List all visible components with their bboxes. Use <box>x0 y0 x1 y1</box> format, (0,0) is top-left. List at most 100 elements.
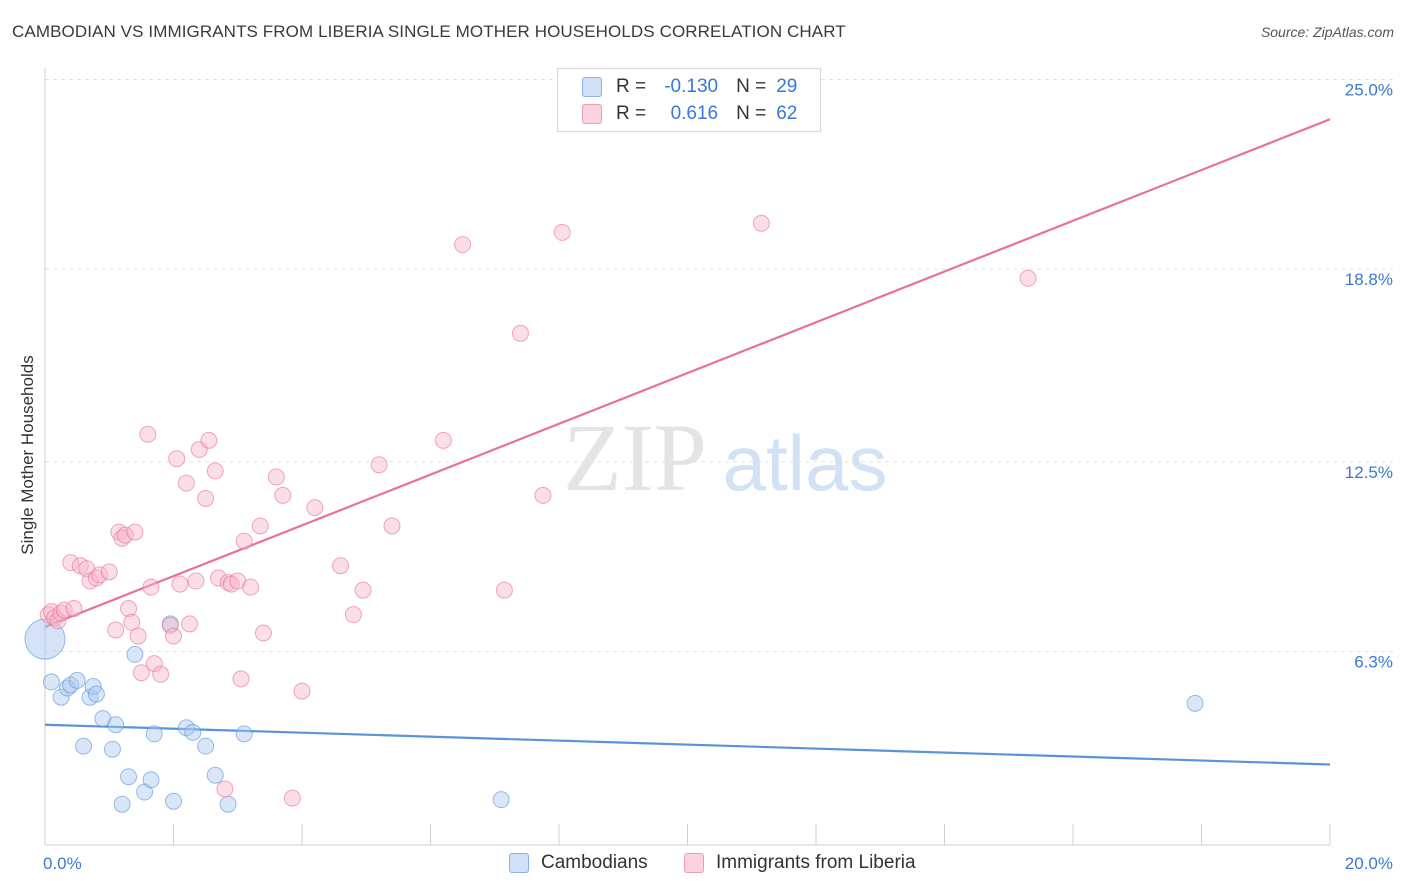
point-liberia-49 <box>274 486 292 504</box>
series-legend-cambodians: Cambodians <box>509 852 648 874</box>
point-liberia-18 <box>120 600 138 618</box>
point-liberia-36 <box>200 431 218 449</box>
x-tick-labels: 0.0% 20.0% <box>43 854 1393 873</box>
point-cambodians-13 <box>113 795 131 813</box>
gridlines <box>45 79 1393 652</box>
point-cambodians-18 <box>145 725 163 743</box>
point-liberia-47 <box>254 624 272 642</box>
point-liberia-19 <box>123 613 141 631</box>
source-label: Source: ZipAtlas.com <box>1260 24 1394 40</box>
legend-r-value: -0.130 <box>664 76 719 97</box>
y-tick-label-2: 18.8% <box>1345 270 1393 289</box>
point-liberia-46 <box>251 517 269 535</box>
point-cambodians-20 <box>165 792 182 810</box>
legend-n-value: 62 <box>776 103 798 124</box>
legend-swatch-cambodians <box>582 77 602 97</box>
series-label-liberia: Immigrants from Liberia <box>716 852 916 873</box>
watermark-zip: ZIP <box>563 404 707 511</box>
legend-r-label: R = <box>616 103 647 124</box>
series-legend-liberia: Immigrants from Liberia <box>684 852 916 874</box>
point-liberia-50 <box>283 789 301 807</box>
point-liberia-56 <box>370 456 388 474</box>
point-liberia-26 <box>152 665 170 683</box>
point-liberia-54 <box>344 606 362 624</box>
trend-line-cambodians <box>44 723 1331 766</box>
point-liberia-65 <box>1019 269 1037 287</box>
point-liberia-51 <box>293 682 311 700</box>
point-cambodians-1 <box>42 673 60 691</box>
point-cambodians-12 <box>107 716 125 734</box>
point-liberia-32 <box>181 615 199 633</box>
point-cambodians-28 <box>1186 694 1204 712</box>
point-liberia-31 <box>177 474 195 492</box>
x-tick-label-0: 0.0% <box>43 854 82 873</box>
point-liberia-59 <box>454 236 472 254</box>
point-liberia-33 <box>187 572 205 590</box>
y-tick-labels: 6.3% 12.5% 18.8% 25.0% <box>1345 81 1393 672</box>
point-liberia-29 <box>168 450 186 468</box>
watermark: ZIP atlas <box>563 404 887 511</box>
point-liberia-28 <box>165 627 182 645</box>
point-liberia-55 <box>354 581 372 599</box>
point-liberia-27 <box>161 616 179 634</box>
point-liberia-52 <box>306 499 324 517</box>
point-cambodians-26 <box>235 725 253 743</box>
point-liberia-64 <box>752 214 770 232</box>
point-liberia-23 <box>139 425 157 443</box>
point-cambodians-17 <box>142 771 160 789</box>
watermark-atlas: atlas <box>723 419 888 507</box>
point-liberia-17 <box>116 526 134 544</box>
point-liberia-7 <box>65 600 83 618</box>
point-liberia-43 <box>232 670 250 688</box>
point-cambodians-24 <box>206 766 224 784</box>
point-liberia-35 <box>197 489 215 507</box>
legend-row-liberia: R = 0.616 N = 62 <box>582 102 797 126</box>
point-liberia-62 <box>534 486 552 504</box>
correlation-legend: R = -0.130 N = 29 R = 0.616 N = 62 <box>557 68 821 132</box>
point-cambodians-9 <box>87 685 105 703</box>
legend-n-label: N = <box>736 76 767 97</box>
point-liberia-6 <box>62 554 80 572</box>
point-liberia-20 <box>126 523 144 541</box>
axes <box>44 68 1331 846</box>
chart-title: CAMBODIAN VS IMMIGRANTS FROM LIBERIA SIN… <box>12 22 846 41</box>
point-liberia-24 <box>142 578 160 596</box>
y-tick-label-0: 6.3% <box>1354 652 1393 671</box>
point-liberia-14 <box>107 621 125 639</box>
legend-swatch-liberia <box>582 104 602 124</box>
point-liberia-4 <box>52 604 70 622</box>
trend-line-liberia <box>44 118 1331 628</box>
point-cambodians-0 <box>24 618 66 660</box>
series-swatch-cambodians <box>509 853 529 873</box>
legend-n-label: N = <box>736 103 767 124</box>
point-liberia-30 <box>171 575 189 593</box>
point-cambodians-22 <box>184 723 202 741</box>
legend-r-value: 0.616 <box>670 103 719 124</box>
point-liberia-13 <box>100 563 118 581</box>
legend-r-label: R = <box>616 76 647 97</box>
point-liberia-53 <box>332 557 350 575</box>
point-liberia-63 <box>553 223 571 241</box>
point-cambodians-2 <box>52 688 70 706</box>
point-liberia-37 <box>206 462 224 480</box>
y-tick-label-1: 12.5% <box>1345 463 1393 482</box>
series-legend: Cambodians Immigrants from Liberia <box>0 852 1406 878</box>
legend-row-cambodians: R = -0.130 N = 29 <box>582 75 797 99</box>
y-tick-label-3: 25.0% <box>1345 81 1393 100</box>
data-points <box>24 214 1204 813</box>
series-label-cambodians: Cambodians <box>541 852 648 873</box>
point-liberia-45 <box>242 578 260 596</box>
point-liberia-60 <box>495 581 513 599</box>
trend-lines <box>44 118 1331 766</box>
point-cambodians-27 <box>492 791 510 809</box>
series-swatch-liberia <box>684 853 704 873</box>
point-liberia-12 <box>91 566 109 584</box>
point-liberia-57 <box>383 517 401 535</box>
point-liberia-21 <box>129 627 147 645</box>
point-cambodians-14 <box>120 768 138 786</box>
point-cambodians-23 <box>197 737 215 755</box>
point-liberia-61 <box>511 324 529 342</box>
point-cambodians-6 <box>75 737 93 755</box>
point-liberia-44 <box>235 532 253 550</box>
